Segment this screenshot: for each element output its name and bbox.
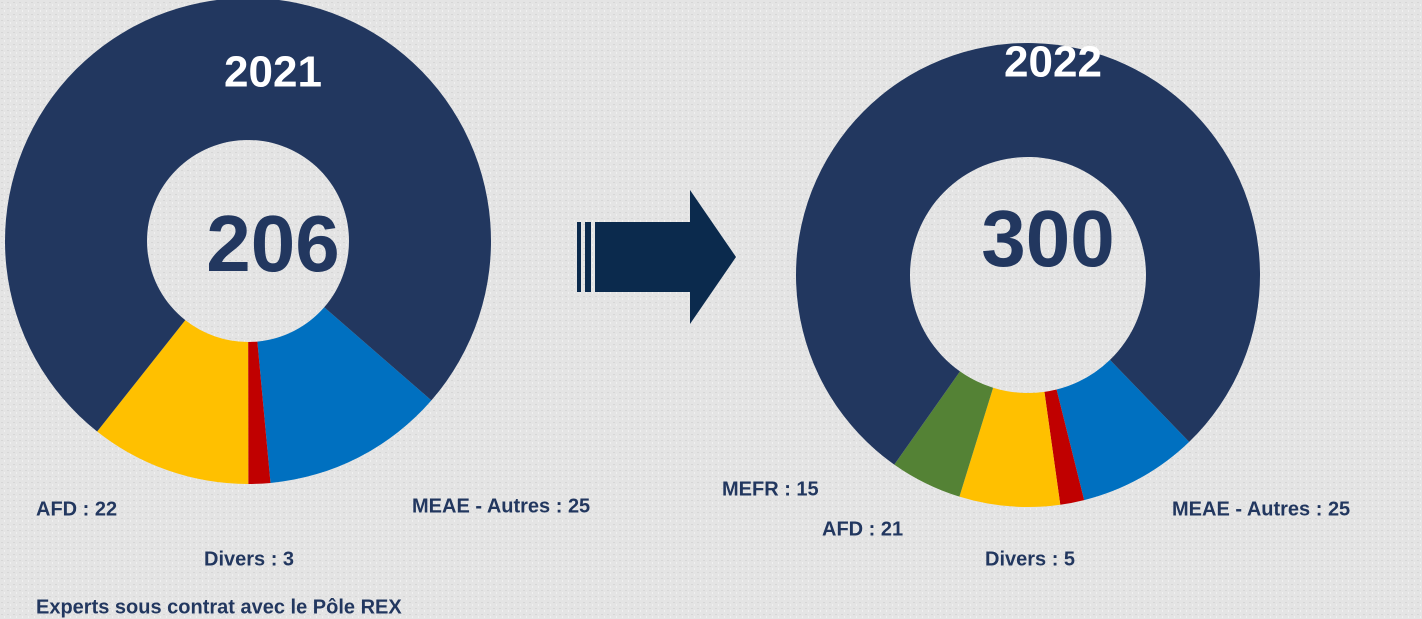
chart-title: 2022 [1004,38,1102,87]
total-value: 300 [981,194,1114,283]
data-label: AFD : 21 [822,518,903,540]
arrow [577,190,736,324]
footnote: Experts sous contrat avec le Pôle REX [36,596,402,618]
donut-segment [248,341,271,484]
data-label: AFD : 22 [36,498,117,520]
donut-segment [796,42,1260,465]
donut-segment [894,371,994,497]
donut-segment [97,320,249,484]
total-value: 206 [206,199,339,288]
data-label: Divers : 3 [204,548,294,570]
donut-segment [959,387,1061,507]
donut-segment [5,0,491,432]
donut-segment [257,307,432,483]
data-label: Divers : 5 [985,548,1075,570]
donut-segment [1056,359,1190,501]
data-label: MEAE - Autres : 25 [412,495,590,517]
data-label: MEAE - Autres : 25 [1172,498,1350,520]
data-label: MEFR : 15 [722,478,819,500]
donut-segment [1044,389,1085,505]
chart-title: 2021 [224,48,322,97]
